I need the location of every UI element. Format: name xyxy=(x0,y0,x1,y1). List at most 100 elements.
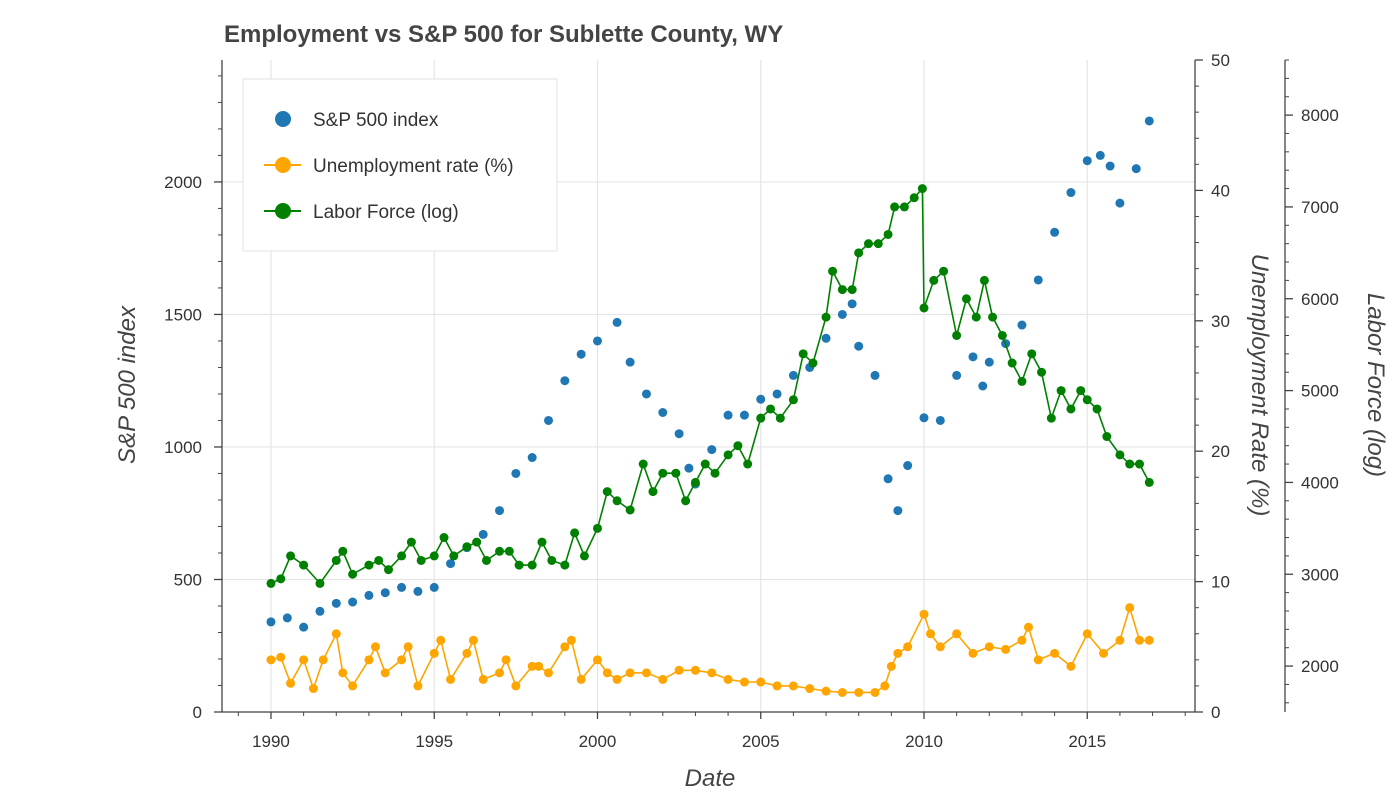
left-axis-title: S&P 500 index xyxy=(114,305,141,464)
data-point xyxy=(495,546,505,556)
data-point xyxy=(984,642,994,652)
data-point xyxy=(674,665,684,675)
left-tick-label: 1500 xyxy=(164,305,202,324)
data-point xyxy=(1134,635,1144,645)
legend-label: Unemployment rate (%) xyxy=(313,156,514,177)
data-point xyxy=(527,661,537,671)
data-point xyxy=(756,413,766,423)
data-point xyxy=(935,415,945,425)
data-point xyxy=(1144,477,1154,487)
right2-axis-title: Labor Force (log) xyxy=(1362,293,1389,477)
data-point xyxy=(446,674,456,684)
data-point xyxy=(837,309,847,319)
data-point xyxy=(1134,459,1144,469)
data-point xyxy=(1007,358,1017,368)
data-point xyxy=(775,413,785,423)
data-point xyxy=(690,477,700,487)
data-point xyxy=(348,597,358,607)
data-point xyxy=(952,370,962,380)
data-point xyxy=(997,330,1007,340)
data-point xyxy=(788,370,798,380)
data-point xyxy=(929,275,939,285)
chart-title: Employment vs S&P 500 for Sublette Count… xyxy=(224,21,783,48)
data-point xyxy=(602,668,612,678)
data-point xyxy=(690,665,700,675)
left-tick-label: 0 xyxy=(193,703,202,722)
data-point xyxy=(772,681,782,691)
data-point xyxy=(1092,404,1102,414)
data-point xyxy=(684,463,694,473)
data-point xyxy=(481,555,491,565)
data-point xyxy=(1144,635,1154,645)
left-tick-label: 500 xyxy=(174,570,202,589)
data-point xyxy=(1099,648,1109,658)
data-point xyxy=(560,376,570,386)
data-point xyxy=(935,642,945,652)
data-point xyxy=(1144,116,1154,126)
data-point xyxy=(984,357,994,367)
data-point xyxy=(926,629,936,639)
data-point xyxy=(919,303,929,313)
data-point xyxy=(1082,395,1092,405)
data-point xyxy=(1131,164,1141,174)
data-point xyxy=(331,629,341,639)
left-tick-label: 2000 xyxy=(164,173,202,192)
data-point xyxy=(612,496,622,506)
data-point xyxy=(472,537,482,547)
data-point xyxy=(406,537,416,547)
data-point xyxy=(674,429,684,439)
data-point xyxy=(315,578,325,588)
data-point xyxy=(380,668,390,678)
data-point xyxy=(707,445,717,455)
data-point xyxy=(988,312,998,322)
data-point xyxy=(1023,622,1033,632)
legend-label: Labor Force (log) xyxy=(313,202,459,223)
data-point xyxy=(547,555,557,565)
data-point xyxy=(266,617,276,627)
data-point xyxy=(468,635,478,645)
data-point xyxy=(968,648,978,658)
right2-tick-label: 3000 xyxy=(1301,565,1339,584)
legend: S&P 500 index Unemployment rate (%) Labor … xyxy=(242,78,558,252)
data-point xyxy=(318,655,328,665)
data-point xyxy=(364,655,374,665)
data-point xyxy=(952,629,962,639)
data-point xyxy=(641,389,651,399)
data-point xyxy=(315,606,325,616)
data-point xyxy=(903,461,913,471)
data-point xyxy=(671,468,681,478)
data-point xyxy=(658,674,668,684)
data-point xyxy=(403,642,413,652)
data-point xyxy=(592,523,602,533)
data-point xyxy=(534,661,544,671)
data-point xyxy=(478,674,488,684)
data-point xyxy=(338,546,348,556)
data-point xyxy=(462,648,472,658)
legend-marker xyxy=(275,203,291,219)
data-point xyxy=(899,202,909,212)
data-point xyxy=(1050,648,1060,658)
data-point xyxy=(602,487,612,497)
data-point xyxy=(612,674,622,684)
data-point xyxy=(870,370,880,380)
data-point xyxy=(1033,655,1043,665)
data-point xyxy=(658,408,668,418)
data-point xyxy=(739,410,749,420)
data-point xyxy=(917,184,927,194)
x-axis-title: Date xyxy=(685,765,736,792)
right2-tick-label: 4000 xyxy=(1301,473,1339,492)
legend-marker xyxy=(275,111,291,127)
data-point xyxy=(266,578,276,588)
data-point xyxy=(537,537,547,547)
data-point xyxy=(429,551,439,561)
data-point xyxy=(854,248,864,258)
right1-tick-label: 10 xyxy=(1211,573,1230,592)
data-point xyxy=(968,352,978,362)
data-point xyxy=(847,299,857,309)
data-point xyxy=(847,285,857,295)
left-tick-label: 1000 xyxy=(164,438,202,457)
data-point xyxy=(478,529,488,539)
data-point xyxy=(880,681,890,691)
data-point xyxy=(544,668,554,678)
